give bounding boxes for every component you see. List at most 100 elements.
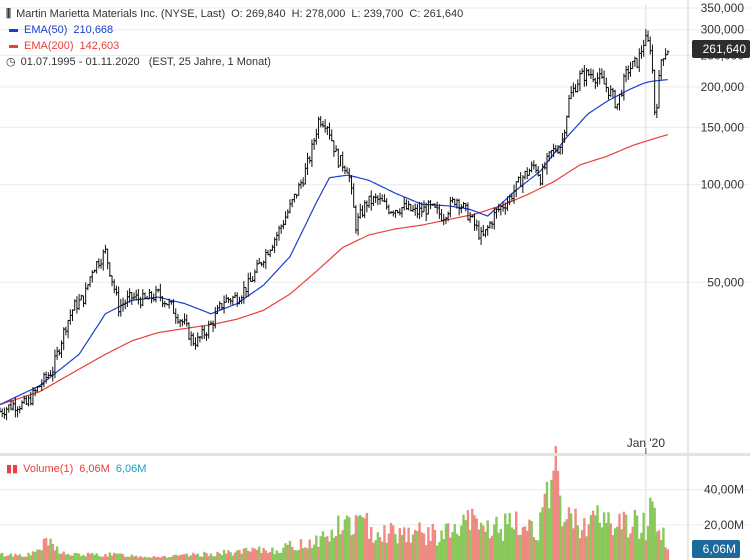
volume-bar xyxy=(539,512,542,560)
volume-bar xyxy=(124,556,127,560)
volume-bar xyxy=(132,556,136,560)
volume-bar xyxy=(631,526,634,560)
volume-bar xyxy=(0,553,2,560)
volume-bar xyxy=(501,540,505,560)
ema50-legend[interactable]: EMA(50) 210,668 xyxy=(6,22,463,38)
volume-bar xyxy=(80,556,83,560)
volume-bar xyxy=(328,541,331,560)
volume-bar xyxy=(284,543,287,560)
volume-bar xyxy=(244,547,248,560)
volume-bar xyxy=(22,556,26,560)
volume-bar xyxy=(53,550,57,560)
volume-bar xyxy=(367,538,371,560)
volume-bar xyxy=(282,547,285,560)
volume-bar xyxy=(126,556,129,560)
volume-bar xyxy=(653,507,656,560)
volume-bar xyxy=(11,556,15,560)
volume-bar xyxy=(326,536,329,560)
volume-bar xyxy=(561,526,564,560)
volume-bar xyxy=(58,553,61,560)
volume-bar xyxy=(106,556,109,560)
volume-bar xyxy=(464,520,467,560)
volume-bar xyxy=(150,557,153,560)
ema200-legend[interactable]: EMA(200) 142,603 xyxy=(6,38,463,54)
volume-bar xyxy=(504,513,507,560)
volume-bar xyxy=(113,552,116,560)
volume-bar xyxy=(598,522,601,560)
volume-bar xyxy=(290,546,294,560)
volume-bar xyxy=(378,537,382,560)
volume-bar xyxy=(317,546,320,560)
date-range: 01.07.1995 - 01.11.2020 xyxy=(20,56,140,68)
volume-bar xyxy=(332,537,336,560)
volume-bar xyxy=(315,535,318,560)
volume-bar xyxy=(176,555,180,560)
volume-bar xyxy=(381,541,384,560)
volume-bar xyxy=(189,555,193,560)
ema50-swatch xyxy=(9,28,18,32)
volume-bar xyxy=(187,556,191,560)
y-tick-label: 150,000 xyxy=(701,120,745,134)
volume-bar xyxy=(99,556,103,560)
volume-bar xyxy=(205,553,208,560)
volume-bar xyxy=(605,523,608,560)
volume-bar xyxy=(148,557,151,560)
volume-bar xyxy=(385,542,388,560)
volume-bar xyxy=(249,551,252,560)
ema200-label: EMA(200) xyxy=(24,40,74,52)
volume-bar xyxy=(594,515,597,560)
volume-bar xyxy=(181,554,184,560)
volume-bar xyxy=(49,538,52,560)
volume-bar xyxy=(422,533,426,560)
volume-bar xyxy=(468,529,472,560)
volume-bar xyxy=(638,538,641,560)
volume-bar xyxy=(216,551,219,560)
volume-bar xyxy=(618,513,621,560)
volume-bar xyxy=(473,515,476,560)
volume-bar xyxy=(515,511,518,560)
volume-bar xyxy=(71,555,74,560)
volume-bar xyxy=(174,554,177,560)
volume-bar xyxy=(556,470,560,560)
volume-bar xyxy=(495,516,498,560)
volume-bar xyxy=(3,556,6,560)
volume-bar xyxy=(343,519,347,560)
y-tick-label: 50,000 xyxy=(707,275,744,289)
volume-bar xyxy=(392,525,395,560)
volume-bar xyxy=(33,551,37,560)
volume-bar xyxy=(609,523,612,560)
ohlc-row: ⫼ Martin Marietta Materials Inc. (NYSE, … xyxy=(6,6,463,22)
volume-bar xyxy=(624,514,628,560)
volume-bar xyxy=(374,540,377,560)
volume-bar xyxy=(352,533,355,560)
volume-bar xyxy=(154,557,158,560)
last-price-badge xyxy=(692,39,750,58)
volume-bar xyxy=(664,547,667,560)
volume-bar xyxy=(262,547,265,560)
volume-bar xyxy=(596,505,599,560)
volume-bar xyxy=(170,557,173,560)
volume-bar xyxy=(486,520,489,560)
volume-bar xyxy=(16,555,19,560)
volume-bar xyxy=(214,556,217,560)
volume-bar xyxy=(38,549,41,560)
ema50-label: EMA(50) xyxy=(24,24,68,36)
high-value: H: 278,000 xyxy=(291,8,346,20)
volume-bar xyxy=(269,552,272,560)
volume-bar xyxy=(227,550,230,560)
volume-bar xyxy=(84,556,87,560)
volume-bar xyxy=(622,511,626,560)
volume-bar xyxy=(554,446,557,560)
volume-bar xyxy=(585,536,588,560)
volume-bar xyxy=(633,509,637,560)
instrument-title: Martin Marietta Materials Inc. (NYSE, La… xyxy=(16,8,226,20)
volume-bar xyxy=(602,512,606,560)
volume-bar xyxy=(255,549,259,560)
clock-icon: ◷ xyxy=(6,56,16,68)
volume-bar xyxy=(198,556,202,560)
volume-bar xyxy=(253,548,257,560)
volume-bar xyxy=(299,539,303,560)
volume-bar xyxy=(75,553,79,560)
volume-bar xyxy=(587,524,590,560)
volume-bar xyxy=(77,553,81,560)
